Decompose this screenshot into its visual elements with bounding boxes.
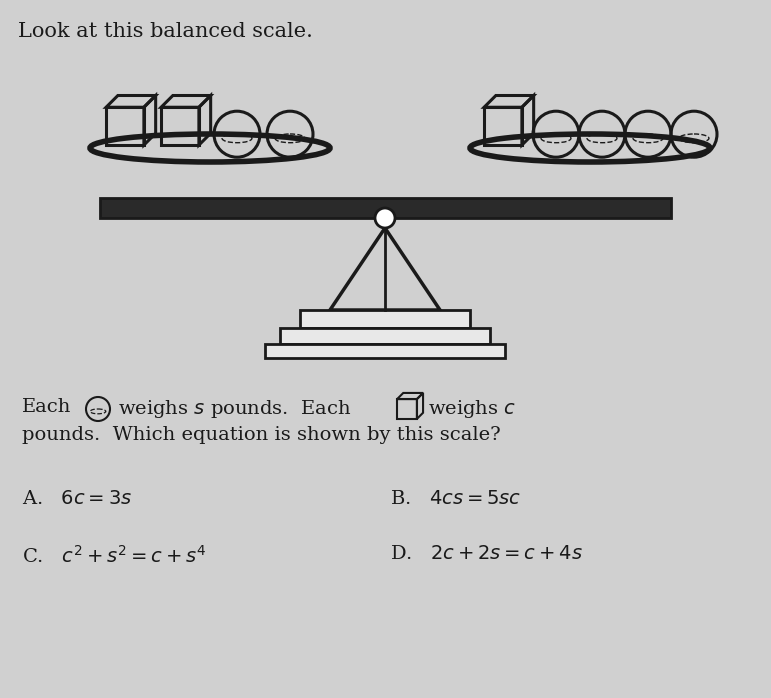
Circle shape [375,208,395,228]
Text: C.   $c^2 + s^2 = c + s^4$: C. $c^2 + s^2 = c + s^4$ [22,545,207,567]
Text: weighs $c$: weighs $c$ [428,398,516,420]
Polygon shape [100,198,671,218]
Text: pounds.  Which equation is shown by this scale?: pounds. Which equation is shown by this … [22,426,500,444]
FancyBboxPatch shape [280,328,490,344]
FancyBboxPatch shape [265,344,505,358]
Text: weighs $s$ pounds.  Each: weighs $s$ pounds. Each [118,398,352,420]
Text: Look at this balanced scale.: Look at this balanced scale. [18,22,313,41]
Text: B.   $4cs = 5sc$: B. $4cs = 5sc$ [390,490,521,508]
Text: Each: Each [22,398,72,416]
Text: A.   $6c = 3s$: A. $6c = 3s$ [22,490,132,508]
FancyBboxPatch shape [300,310,470,328]
Text: D.   $2c + 2s = c + 4s$: D. $2c + 2s = c + 4s$ [390,545,583,563]
